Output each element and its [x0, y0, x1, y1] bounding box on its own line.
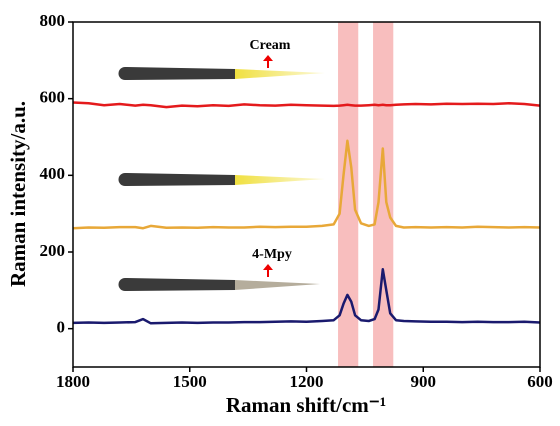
tip-molecules: [235, 280, 320, 290]
y-axis-label: Raman intensity/a.u.: [6, 101, 30, 287]
tips: [118, 55, 325, 291]
highlight-band: [373, 22, 394, 367]
y-tick-label: 800: [40, 11, 66, 30]
tip-coating: [235, 69, 325, 79]
arrow-head: [263, 55, 273, 61]
x-tick-label: 600: [527, 372, 553, 391]
y-tick-label: 600: [40, 88, 66, 107]
y-tick-label: 200: [40, 241, 66, 260]
plot-area: 0 200 400 600 800 1800 1500 1200 900 600: [40, 11, 553, 391]
highlight-band: [338, 22, 359, 367]
tip: [118, 173, 235, 186]
spectrum-line: [72, 101, 541, 109]
y-tick-label: 0: [57, 318, 66, 337]
x-tick-label: 1800: [56, 372, 90, 391]
spectrum-line: [72, 139, 541, 230]
tip-coating: [235, 175, 325, 185]
x-tick-label: 1500: [173, 372, 207, 391]
x-tick-label: 900: [411, 372, 437, 391]
x-tick-label: 1200: [290, 372, 324, 391]
annotation: Cream: [250, 38, 291, 53]
annotation: 4-Mpy: [252, 247, 292, 262]
y-tick-label: 400: [40, 164, 66, 183]
x-axis-label: Raman shift/cm⁻¹: [226, 393, 386, 417]
spectrum-line: [72, 268, 541, 325]
tip: [118, 67, 235, 80]
tip: [118, 278, 235, 291]
arrow-head: [263, 264, 273, 270]
